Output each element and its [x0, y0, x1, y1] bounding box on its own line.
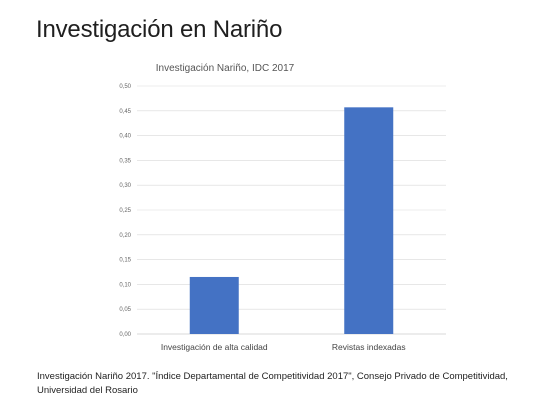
- y-tick-label: 0,25: [119, 208, 131, 214]
- slide-title: Investigación en Nariño: [36, 16, 283, 43]
- y-tick-label: 0,40: [119, 134, 131, 140]
- y-tick-label: 0,05: [119, 307, 131, 313]
- y-tick-label: 0,45: [119, 109, 131, 115]
- y-tick-label: 0,50: [119, 84, 131, 90]
- y-tick-label: 0,35: [119, 158, 131, 164]
- chart-canvas: Investigación Nariño, IDC 2017 0,00 0,05 0…: [119, 63, 446, 352]
- bar-chart: Investigación Nariño, IDC 2017 0,00 0,05 0…: [119, 63, 446, 352]
- bar: [189, 276, 239, 334]
- chart-title: Investigación Nariño, IDC 2017: [156, 63, 295, 74]
- y-tick-label: 0,20: [119, 233, 131, 239]
- y-tick-label: 0,30: [119, 183, 131, 189]
- x-category-label: Revistas indexadas: [332, 342, 406, 352]
- source-caption: Investigación Nariño 2017. "Índice Depar…: [37, 371, 508, 396]
- y-tick-label: 0,10: [119, 282, 131, 288]
- y-tick-label: 0,00: [119, 332, 131, 338]
- x-category-label: Investigación de alta calidad: [161, 342, 268, 352]
- y-tick-label: 0,15: [119, 258, 131, 264]
- bar: [344, 107, 394, 334]
